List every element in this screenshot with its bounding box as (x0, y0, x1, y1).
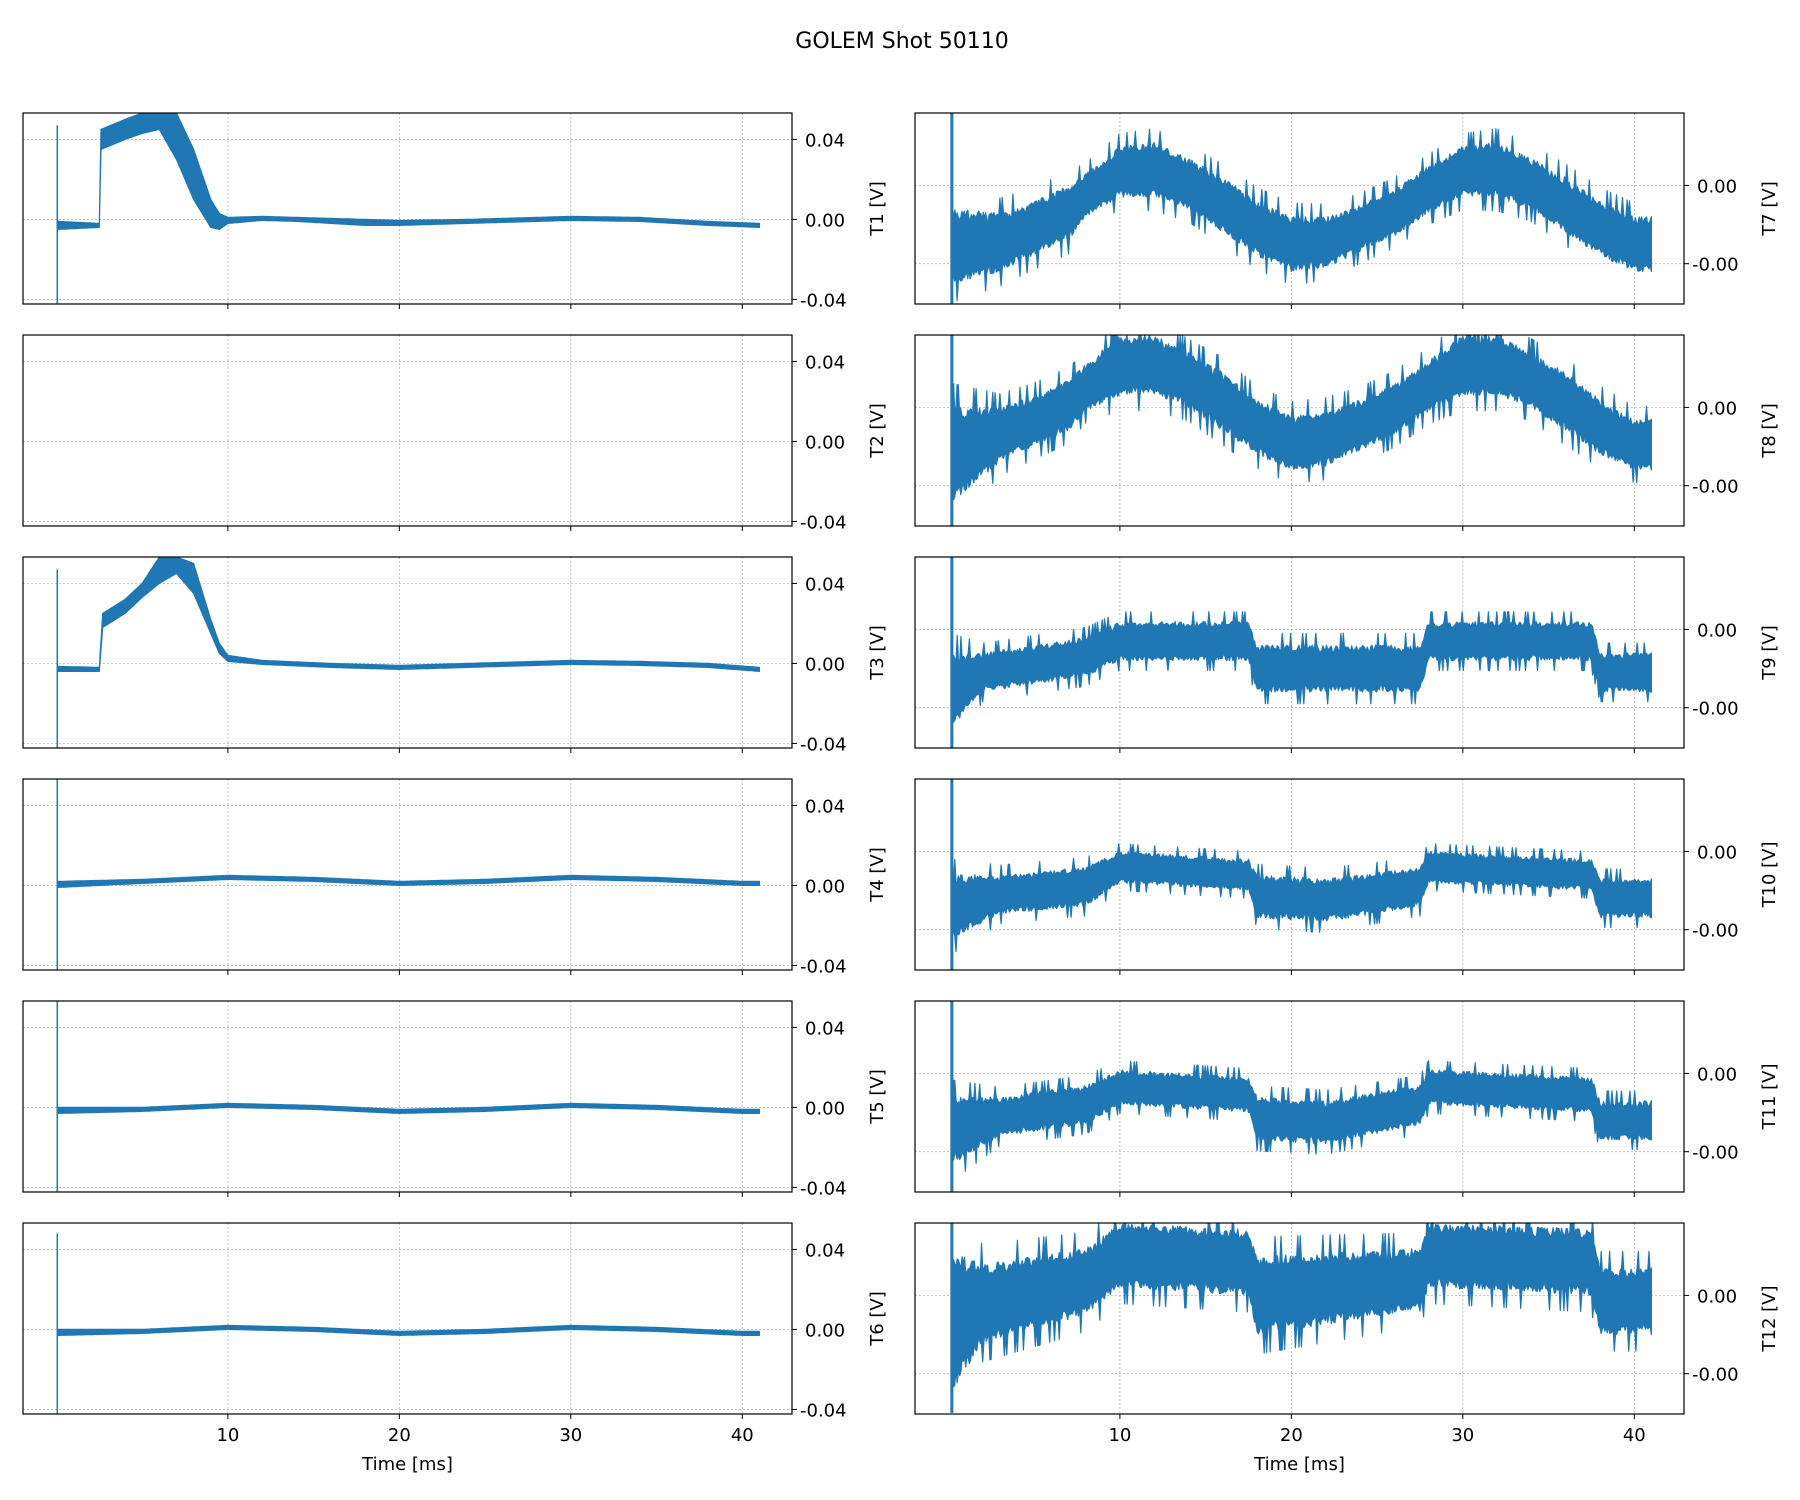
y-axis-label: T5 [V] (867, 1069, 888, 1125)
y-tick-label: -0.04 (800, 512, 847, 533)
y-tick-label: 0.00 (805, 1320, 845, 1341)
x-tick-label: 30 (1451, 1425, 1474, 1446)
y-tick-label: -0.00 (1692, 699, 1739, 720)
y-tick-label: -0.04 (800, 956, 847, 977)
panel-t10: 0.00 -0.00 T10 [V] (914, 778, 1780, 975)
signal-trace (57, 874, 760, 888)
panel-t9: 0.00 -0.00 T9 [V] (914, 556, 1780, 753)
panel-t2: 0.04 0.00 -0.04 T2 [V] (22, 334, 888, 533)
y-tick-label: 0.00 (805, 654, 845, 675)
signal-trace (953, 843, 1652, 953)
y-tick-label: 0.04 (805, 130, 845, 151)
x-tick-label: 10 (1108, 1425, 1131, 1446)
x-tick-label: 40 (731, 1425, 754, 1446)
x-axis-label: Time [ms] (361, 1454, 453, 1475)
axes-frame (22, 1222, 793, 1415)
y-tick-label: 0.04 (805, 1018, 845, 1039)
y-tick-label: -0.04 (800, 734, 847, 755)
y-tick-label: 0.00 (1697, 398, 1737, 419)
axes-frame (22, 334, 793, 527)
y-tick-label: -0.04 (800, 1400, 847, 1421)
panel-t6: 10 20 30 40 Time [ms] 0.04 0.00 -0.04 T6 [V] (22, 1222, 888, 1475)
figure-title: GOLEM Shot 50110 (795, 29, 1008, 54)
y-tick-label: -0.00 (1692, 1365, 1739, 1386)
signal-trace (57, 557, 760, 672)
y-axis-label: T8 [V] (1759, 403, 1780, 459)
y-axis-label: T9 [V] (1759, 625, 1780, 681)
y-axis-label: T1 [V] (867, 181, 888, 237)
x-tick-label: 20 (388, 1425, 411, 1446)
y-axis-label: T11 [V] (1759, 1064, 1780, 1131)
y-tick-label: 0.04 (805, 574, 845, 595)
x-tick-label: 30 (559, 1425, 582, 1446)
signal-trace (953, 611, 1652, 723)
x-tick-label: 10 (216, 1425, 239, 1446)
axes-frame (914, 556, 1685, 749)
x-axis-label: Time [ms] (1253, 1454, 1345, 1475)
y-tick-label: -0.00 (1692, 477, 1739, 498)
y-axis-label: T2 [V] (867, 403, 888, 459)
panel-t5: 0.04 0.00 -0.04 T5 [V] (22, 1000, 888, 1199)
signal-trace (953, 1223, 1652, 1388)
x-tick-label: 20 (1280, 1425, 1303, 1446)
y-tick-label: 0.04 (805, 352, 845, 373)
axes-frame (22, 778, 793, 971)
y-tick-label: 0.00 (805, 876, 845, 897)
panel-t7: 0.00 -0.00 T7 [V] (914, 112, 1780, 309)
y-tick-label: 0.04 (805, 796, 845, 817)
axes-frame (22, 112, 793, 305)
y-tick-label: -0.00 (1692, 1143, 1739, 1164)
axes-frame (914, 1222, 1685, 1415)
panel-t3: 0.04 0.00 -0.04 T3 [V] (22, 556, 888, 755)
signal-trace (57, 113, 760, 230)
axes-frame (914, 112, 1685, 305)
x-tick-label: 40 (1623, 1425, 1646, 1446)
signal-trace (953, 335, 1652, 501)
y-tick-label: -0.00 (1692, 255, 1739, 276)
y-tick-label: 0.00 (1697, 1286, 1737, 1307)
signal-trace (57, 1324, 760, 1336)
y-axis-label: T3 [V] (867, 625, 888, 681)
y-tick-label: 0.00 (1697, 620, 1737, 641)
y-tick-label: 0.00 (1697, 176, 1737, 197)
y-axis-label: T6 [V] (867, 1291, 888, 1347)
y-axis-label: T12 [V] (1759, 1286, 1780, 1353)
panel-t12: 10 20 30 40 Time [ms] 0.00 -0.00 T12 [V] (914, 1222, 1780, 1475)
signal-trace (953, 1060, 1652, 1172)
y-axis-label: T7 [V] (1759, 181, 1780, 237)
axes-frame (914, 1000, 1685, 1193)
signal-trace (57, 1102, 760, 1114)
y-axis-label: T10 [V] (1759, 842, 1780, 909)
panel-t1: 0.04 0.00 -0.04 T1 [V] (22, 112, 888, 311)
y-axis-label: T4 [V] (867, 847, 888, 903)
panel-t11: 0.00 -0.00 T11 [V] (914, 1000, 1780, 1197)
y-tick-label: 0.00 (805, 432, 845, 453)
y-tick-label: 0.00 (1697, 1064, 1737, 1085)
y-tick-label: -0.04 (800, 1178, 847, 1199)
signal-trace (953, 128, 1652, 302)
y-tick-label: -0.04 (800, 290, 847, 311)
axes-frame (914, 778, 1685, 971)
y-tick-label: 0.00 (805, 1098, 845, 1119)
axes-frame (914, 334, 1685, 527)
axes-frame (22, 1000, 793, 1193)
y-tick-label: 0.04 (805, 1240, 845, 1261)
axes-frame (22, 556, 793, 749)
y-tick-label: -0.00 (1692, 921, 1739, 942)
y-tick-label: 0.00 (805, 210, 845, 231)
panel-t8: 0.00 -0.00 T8 [V] (914, 334, 1780, 531)
panel-t4: 0.04 0.00 -0.04 T4 [V] (22, 778, 888, 977)
y-tick-label: 0.00 (1697, 842, 1737, 863)
